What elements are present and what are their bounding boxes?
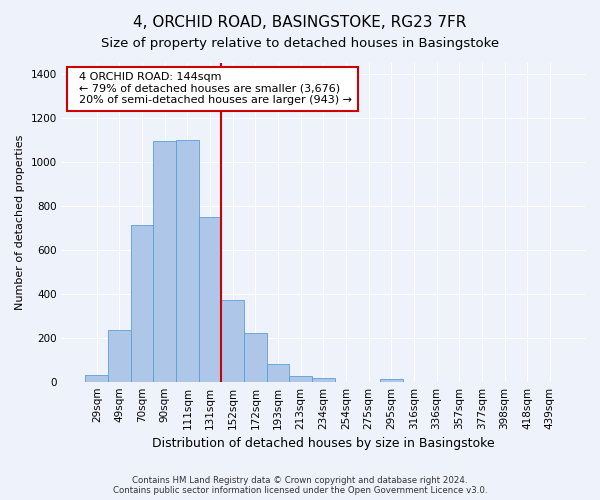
- Bar: [176, 140, 199, 382]
- Bar: [85, 375, 108, 382]
- Bar: [221, 300, 244, 382]
- Bar: [266, 364, 289, 382]
- Bar: [312, 378, 335, 382]
- X-axis label: Distribution of detached houses by size in Basingstoke: Distribution of detached houses by size …: [152, 437, 494, 450]
- Text: Size of property relative to detached houses in Basingstoke: Size of property relative to detached ho…: [101, 38, 499, 51]
- Bar: [199, 216, 221, 382]
- Bar: [131, 226, 154, 382]
- Y-axis label: Number of detached properties: Number of detached properties: [15, 134, 25, 310]
- Bar: [380, 380, 403, 382]
- Text: 4 ORCHID ROAD: 144sqm
  ← 79% of detached houses are smaller (3,676)
  20% of se: 4 ORCHID ROAD: 144sqm ← 79% of detached …: [72, 72, 352, 106]
- Text: 4, ORCHID ROAD, BASINGSTOKE, RG23 7FR: 4, ORCHID ROAD, BASINGSTOKE, RG23 7FR: [133, 15, 467, 30]
- Bar: [244, 334, 266, 382]
- Bar: [108, 330, 131, 382]
- Text: Contains HM Land Registry data © Crown copyright and database right 2024.
Contai: Contains HM Land Registry data © Crown c…: [113, 476, 487, 495]
- Bar: [289, 376, 312, 382]
- Bar: [154, 140, 176, 382]
